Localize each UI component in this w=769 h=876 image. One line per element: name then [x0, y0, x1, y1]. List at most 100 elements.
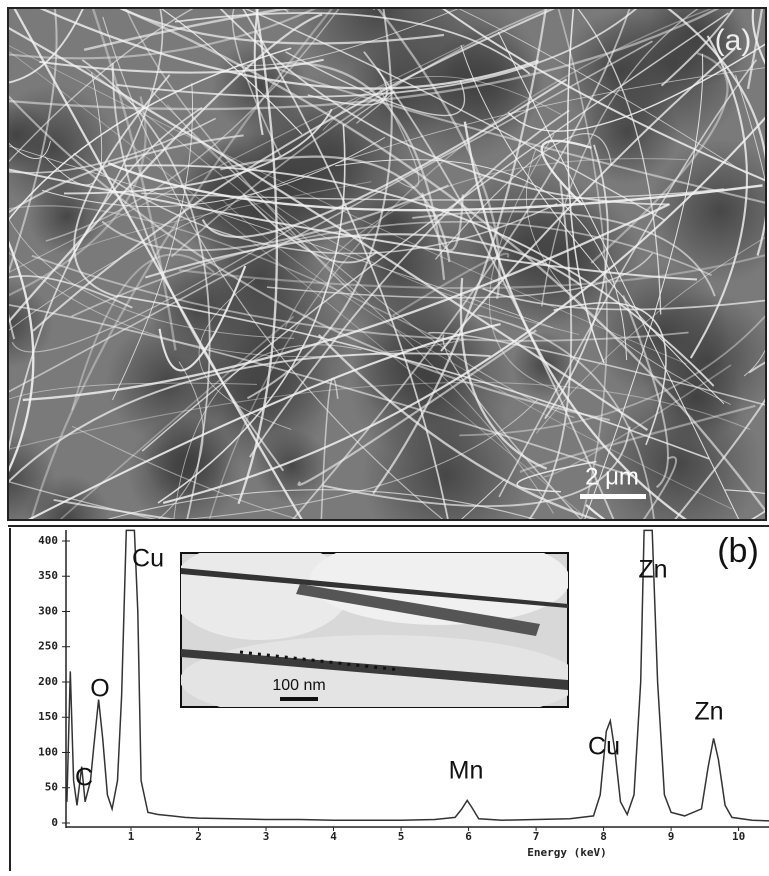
fiber	[317, 334, 601, 520]
fiber	[8, 134, 244, 214]
fiber	[622, 295, 670, 489]
fiber	[488, 134, 560, 392]
y-tick-label: 200	[38, 675, 58, 688]
peak-label: Cu	[588, 733, 620, 761]
texture	[147, 257, 250, 360]
fiber	[44, 72, 103, 186]
fiber	[117, 8, 445, 45]
scale-bar	[580, 494, 646, 499]
fiber	[158, 265, 247, 372]
fiber	[660, 8, 736, 87]
fiber	[71, 425, 303, 520]
x-tick-label: 9	[668, 830, 675, 843]
fiber	[11, 226, 294, 353]
fiber	[477, 314, 655, 520]
fiber	[25, 323, 501, 520]
fiber	[497, 31, 740, 520]
fiber	[149, 89, 575, 419]
fiber	[32, 8, 558, 332]
fiber	[585, 504, 607, 520]
fiber	[8, 251, 467, 358]
fiber	[642, 456, 677, 520]
fiber	[428, 331, 766, 406]
texture	[294, 8, 464, 95]
fiber	[59, 315, 295, 520]
fiber	[170, 8, 553, 258]
y-tick-label: 400	[38, 534, 58, 547]
spectrum	[66, 529, 769, 822]
fiber	[125, 8, 354, 295]
peak-label: Zn	[638, 556, 667, 584]
fiber	[39, 58, 324, 74]
texture	[649, 351, 743, 445]
x-tick-label: 10	[732, 830, 745, 843]
fiber	[335, 159, 628, 361]
fiber	[307, 67, 388, 106]
texture	[254, 428, 329, 503]
fiber	[498, 59, 758, 498]
fiber	[22, 203, 671, 402]
fiber	[30, 8, 334, 520]
y-tick-label: 50	[45, 781, 58, 794]
fiber	[746, 8, 764, 89]
fiber	[8, 8, 196, 164]
fiber	[83, 8, 297, 52]
texture	[347, 298, 514, 465]
x-tick-label: 5	[398, 830, 405, 843]
fiber	[141, 12, 729, 452]
fiber	[8, 96, 147, 297]
fiber	[172, 399, 538, 520]
fiber	[8, 106, 203, 457]
fiber	[527, 182, 573, 520]
fiber	[412, 210, 716, 297]
inset-scale-label: 100 nm	[272, 677, 325, 694]
texture	[8, 100, 51, 170]
fiber	[8, 275, 133, 309]
y-tick-label: 150	[38, 710, 58, 723]
fiber	[463, 121, 689, 520]
fiber	[156, 361, 204, 520]
x-tick-label: 1	[128, 830, 135, 843]
fiber	[266, 252, 654, 299]
fiber	[253, 8, 264, 136]
peak-label: Mn	[449, 757, 484, 785]
texture	[180, 130, 337, 287]
fiber	[218, 8, 669, 206]
fiber	[201, 78, 568, 238]
fiber	[440, 8, 766, 182]
fiber	[242, 193, 378, 264]
scale-bar-label: 2 μm	[585, 463, 639, 490]
fiber	[222, 199, 733, 510]
fiber	[101, 184, 449, 252]
fiber	[8, 168, 698, 281]
fiber	[41, 136, 386, 208]
fiber	[507, 42, 766, 132]
fiber	[198, 278, 292, 430]
sem-image	[8, 8, 766, 520]
fiber	[689, 35, 748, 359]
fiber	[157, 124, 346, 504]
fiber	[8, 13, 323, 325]
plot-area	[66, 529, 769, 822]
fiber	[274, 66, 766, 204]
fiber	[392, 252, 510, 317]
fiber	[320, 377, 339, 520]
fiber	[71, 221, 712, 318]
fiber	[8, 238, 35, 475]
fiber	[8, 8, 85, 84]
fiber	[553, 302, 667, 446]
fiber	[71, 253, 215, 411]
fiber	[8, 8, 58, 277]
x-tick-label: 3	[263, 830, 270, 843]
fiber	[220, 155, 451, 263]
fiber	[111, 62, 285, 472]
fiber	[459, 277, 548, 470]
x-tick-label: 7	[533, 830, 540, 843]
fiber	[8, 382, 257, 400]
fiber	[8, 303, 634, 478]
fiber	[8, 8, 319, 60]
fiber	[103, 489, 540, 520]
fiber	[285, 51, 466, 117]
fiber	[116, 294, 710, 460]
